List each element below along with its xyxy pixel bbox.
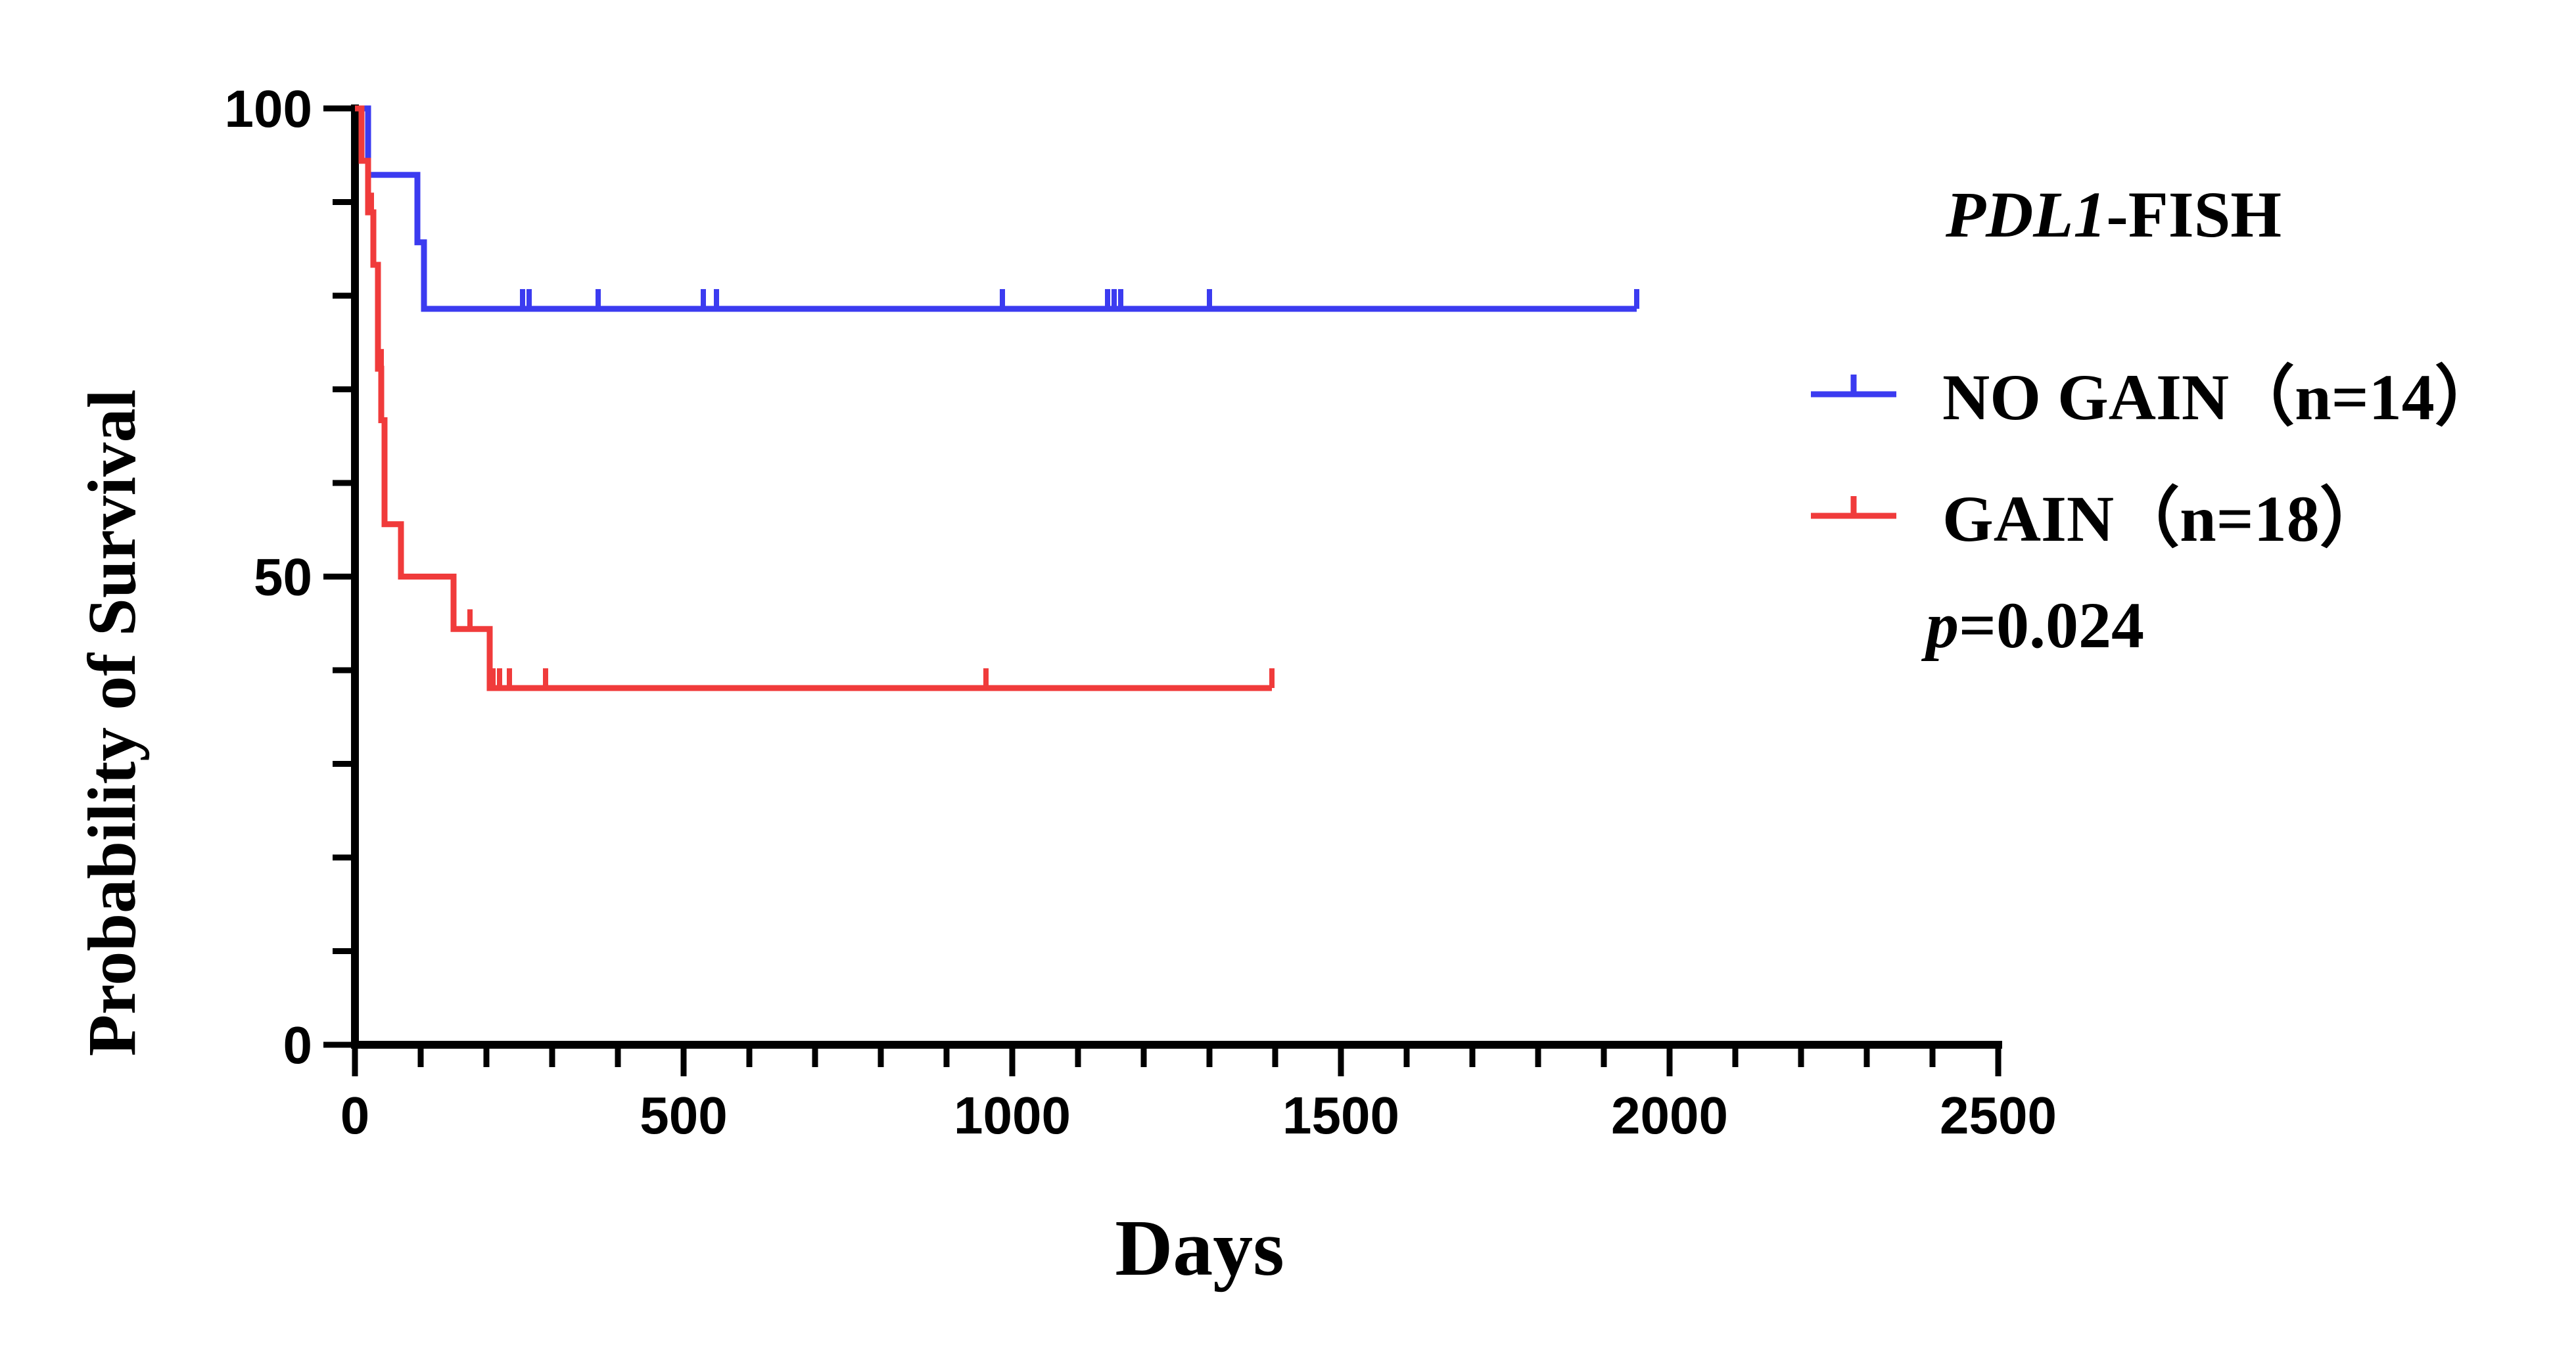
series-group (355, 105, 1639, 312)
x-tick-label: 1500 (1282, 1086, 1399, 1145)
x-tick-label: 2000 (1611, 1086, 1728, 1145)
y-tick-label: 50 (254, 548, 312, 606)
legend-label-no-gain: NO GAIN（n=14） (1942, 361, 2500, 434)
y-tick-label: 0 (283, 1016, 313, 1074)
p-value-symbol: p (1921, 589, 1959, 662)
survival-curve (355, 105, 1272, 691)
p-value-number: =0.024 (1959, 589, 2144, 662)
legend-title: PDL1-FISH (1945, 178, 2282, 251)
legend-title-rest: -FISH (2106, 178, 2282, 251)
legend: PDL1-FISH NO GAIN（n=14） GAIN（n=18） p=0.0… (1811, 178, 2500, 662)
x-tick-label: 2500 (1940, 1086, 2057, 1145)
series-layer (355, 105, 1639, 691)
y-axis-title: Probability of Survival (74, 389, 150, 1056)
series-group (355, 105, 1275, 691)
legend-label-gain: GAIN（n=18） (1942, 482, 2385, 555)
axes: 0 500 1000 1500 2000 2500 0 50 100 (225, 80, 2057, 1145)
x-tick-label: 1000 (954, 1086, 1071, 1145)
p-value-annotation: p=0.024 (1921, 589, 2144, 662)
x-axis-title: Days (1115, 1204, 1284, 1292)
legend-title-italic: PDL1 (1945, 178, 2106, 251)
survival-curve (355, 105, 1637, 312)
x-tick-label: 500 (640, 1086, 727, 1145)
y-tick-label: 100 (225, 80, 312, 138)
x-tick-label: 0 (340, 1086, 370, 1145)
